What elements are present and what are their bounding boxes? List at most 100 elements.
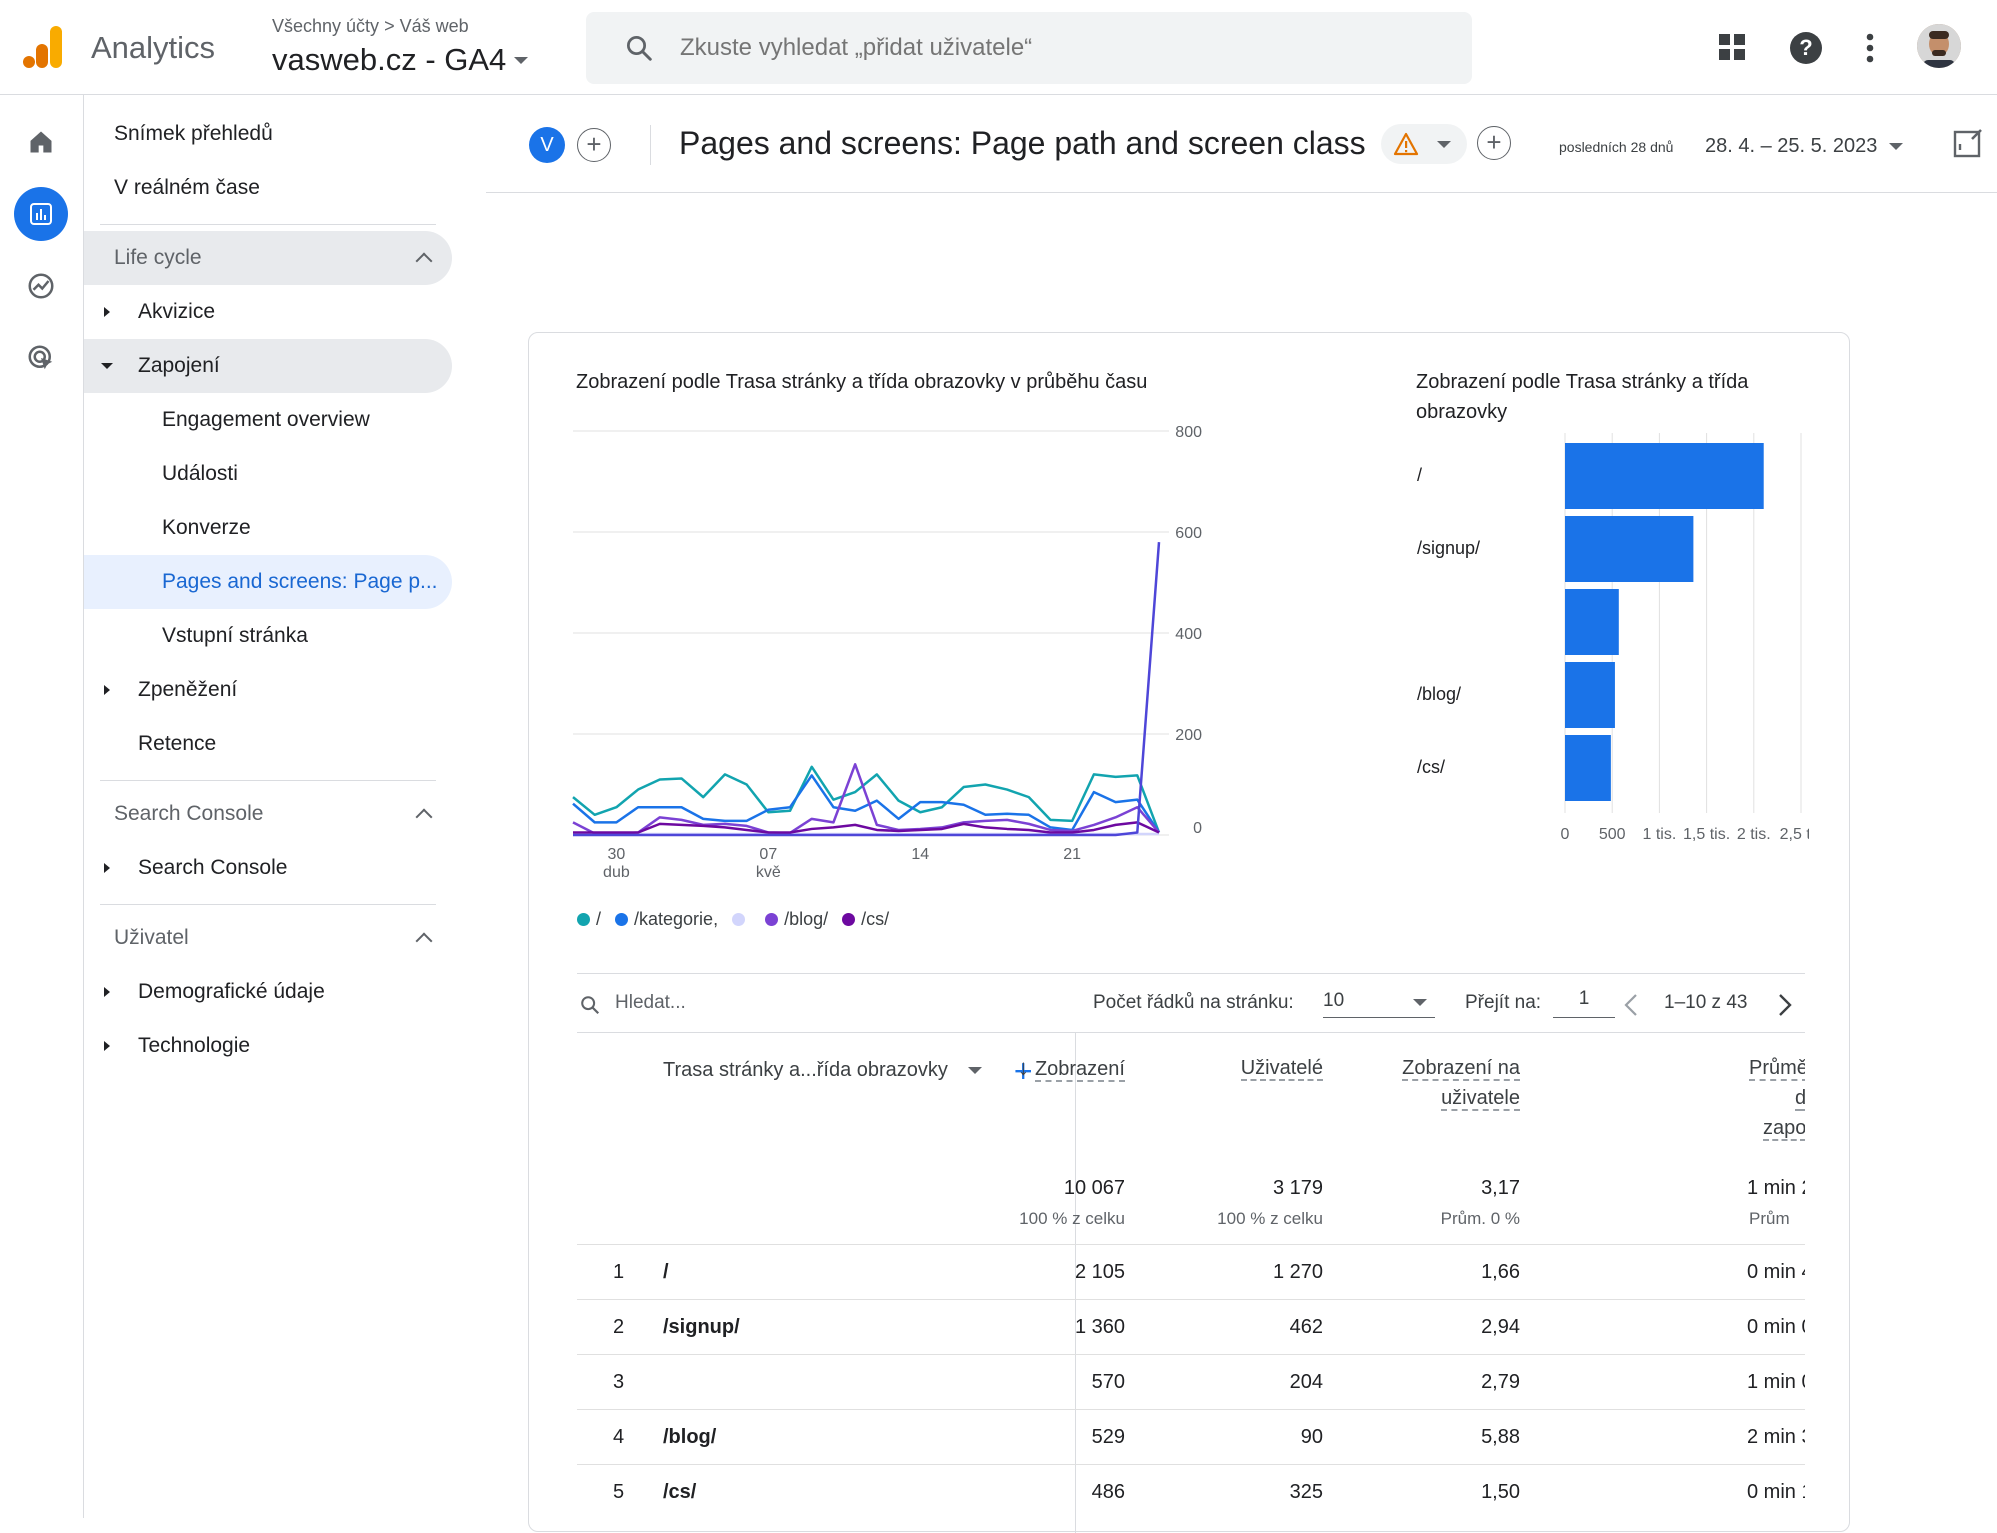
nav-tech[interactable]: Technologie <box>84 1019 452 1073</box>
report-table: Trasa stránky a...řída obrazovky + ↓ Zob… <box>577 1033 1805 1533</box>
nav-monetization[interactable]: Zpeněžení <box>84 663 452 717</box>
rail-reports-button[interactable] <box>14 187 68 241</box>
rail-explore-button[interactable] <box>14 259 68 313</box>
search-input[interactable] <box>680 34 1440 62</box>
rail-home-button[interactable] <box>14 115 68 169</box>
row-views-per-user: 2,94 <box>1481 1316 1520 1338</box>
bar-chart[interactable]: 0 500 1 tis. 1,5 tis. 2 tis. 2,5 tis / /signup/… <box>1409 433 1809 893</box>
rows-per-page-select[interactable]: 10 <box>1323 988 1435 1018</box>
row-index: 3 <box>613 1371 625 1393</box>
property-selector[interactable]: vasweb.cz - GA4 <box>272 42 529 78</box>
table-row[interactable]: 5/cs/486 325 1,50 0 min 1 <box>577 1464 1805 1519</box>
header-avg-engagement[interactable]: Průmě d zapo <box>1749 1053 1805 1143</box>
nav-demographics[interactable]: Demografické údaje <box>84 965 452 1019</box>
header-users[interactable]: Uživatelé <box>1240 1053 1323 1083</box>
nav-pages-screens[interactable]: Pages and screens: Page p... <box>84 555 452 609</box>
total-views: 10 067 <box>1063 1177 1125 1199</box>
series-line <box>572 774 1161 834</box>
nav-search-console[interactable]: Search Console <box>84 841 452 895</box>
dimension-header[interactable]: Trasa stránky a...řída obrazovky + <box>663 1052 1033 1089</box>
nav-acquisition[interactable]: Akvizice <box>84 285 452 339</box>
table-row[interactable]: 2/signup/1 360 462 2,94 0 min 0 <box>577 1299 1805 1354</box>
legend-item[interactable]: /blog/ <box>765 909 828 930</box>
series-line <box>573 542 1161 837</box>
more-vert-icon[interactable] <box>1864 33 1876 63</box>
legend-item[interactable]: / <box>577 909 601 930</box>
nav-retention[interactable]: Retence <box>138 732 217 755</box>
column-divider <box>1075 1033 1076 1533</box>
x-tick-label: 1 tis. <box>1643 826 1677 843</box>
bar <box>1565 589 1619 655</box>
header-avg-line2: d <box>1795 1087 1805 1111</box>
user-avatar[interactable] <box>1917 24 1961 68</box>
dropdown-arrow-icon <box>514 56 529 64</box>
header-vpu-line1: Zobrazení na <box>1402 1057 1520 1081</box>
table-row[interactable]: 3 570 204 2,79 1 min 0 <box>577 1354 1805 1409</box>
nav-landing-page[interactable]: Vstupní stránka <box>162 624 308 647</box>
add-filter-button[interactable]: + <box>1477 126 1511 160</box>
expand-arrow-icon <box>104 863 110 873</box>
rows-per-page-value: 10 <box>1323 990 1345 1011</box>
bar-chart-icon <box>30 203 52 225</box>
legend-item[interactable]: /kategorie, <box>615 909 718 930</box>
nav-realtime[interactable]: V reálném čase <box>114 176 260 199</box>
row-users: 1 270 <box>1272 1261 1323 1283</box>
row-page-path[interactable]: / <box>663 1261 669 1283</box>
apps-grid-icon[interactable] <box>1718 33 1746 61</box>
table-search-input[interactable]: Hledat... <box>615 992 686 1013</box>
report-header: V + Pages and screens: Page path and scr… <box>486 95 1997 193</box>
nav-engagement[interactable]: Zapojení <box>84 339 452 393</box>
legend-item[interactable] <box>732 909 751 930</box>
total-vpu: 3,17 <box>1481 1177 1520 1199</box>
breadcrumb[interactable]: Všechny účty > Váš web <box>272 16 469 37</box>
header-views[interactable]: ↓ Zobrazení <box>1018 1053 1125 1084</box>
row-views-per-user: 1,66 <box>1481 1261 1520 1283</box>
nav-section-user[interactable]: Uživatel <box>84 911 452 965</box>
comparison-chip[interactable]: V <box>529 127 565 163</box>
series-line <box>572 765 1161 833</box>
analytics-logo-icon[interactable] <box>22 24 64 70</box>
row-index: 2 <box>613 1316 625 1338</box>
bar-label: /blog/ <box>1417 684 1461 704</box>
nav-section-label: Life cycle <box>114 246 202 269</box>
table-row[interactable]: 4/blog/529 90 5,88 2 min 3 <box>577 1409 1805 1464</box>
nav-label: Search Console <box>138 856 288 879</box>
warning-icon <box>1393 132 1419 156</box>
header-views-per-user[interactable]: Zobrazení na uživatele <box>1402 1053 1520 1113</box>
expand-arrow-icon <box>104 307 110 317</box>
row-users: 90 <box>1300 1426 1323 1448</box>
rail-advertising-button[interactable] <box>14 331 68 385</box>
nav-snapshot[interactable]: Snímek přehledů <box>114 122 273 145</box>
row-page-path[interactable]: /cs/ <box>663 1481 697 1503</box>
row-page-path[interactable]: /signup/ <box>663 1316 740 1338</box>
nav-events[interactable]: Události <box>162 462 238 485</box>
nav-section-lifecycle[interactable]: Life cycle <box>84 231 452 285</box>
next-page-icon[interactable] <box>1778 993 1792 1017</box>
dimension-header-label: Trasa stránky a...řída obrazovky <box>663 1059 948 1081</box>
table-row[interactable]: 1 / 2 105 1 270 1,66 0 min 4 <box>577 1244 1805 1299</box>
x-tick-label: 2 tis. <box>1737 826 1771 843</box>
add-dimension-icon[interactable]: + <box>1013 1052 1033 1089</box>
prev-page-icon[interactable] <box>1624 993 1638 1017</box>
help-icon[interactable]: ? <box>1789 31 1823 65</box>
row-avg-engagement: 0 min 0 <box>1747 1316 1805 1338</box>
add-comparison-button[interactable]: + <box>577 128 611 162</box>
global-search[interactable] <box>586 12 1472 84</box>
header-vpu-line2: uživatele <box>1441 1087 1520 1111</box>
table-toolbar: Hledat... Počet řádků na stránku: 10 Pře… <box>577 973 1805 1033</box>
breadcrumb-accounts[interactable]: Všechny účty <box>272 16 380 36</box>
nav-section-search-console[interactable]: Search Console <box>84 787 452 841</box>
goto-page-input[interactable]: 1 <box>1553 988 1615 1018</box>
data-quality-chip[interactable] <box>1381 124 1467 164</box>
bar <box>1565 516 1694 582</box>
date-range-picker[interactable]: 28. 4. – 25. 5. 2023 <box>1705 135 1904 158</box>
nav-label: Zpeněžení <box>138 678 238 701</box>
chevron-up-icon <box>415 252 433 270</box>
nav-engagement-overview[interactable]: Engagement overview <box>162 408 370 431</box>
legend-item[interactable]: /cs/ <box>842 909 889 930</box>
breadcrumb-site[interactable]: Váš web <box>399 16 469 36</box>
nav-conversions[interactable]: Konverze <box>162 516 251 539</box>
row-page-path[interactable]: /blog/ <box>663 1426 717 1448</box>
customize-report-icon[interactable] <box>1952 127 1984 159</box>
